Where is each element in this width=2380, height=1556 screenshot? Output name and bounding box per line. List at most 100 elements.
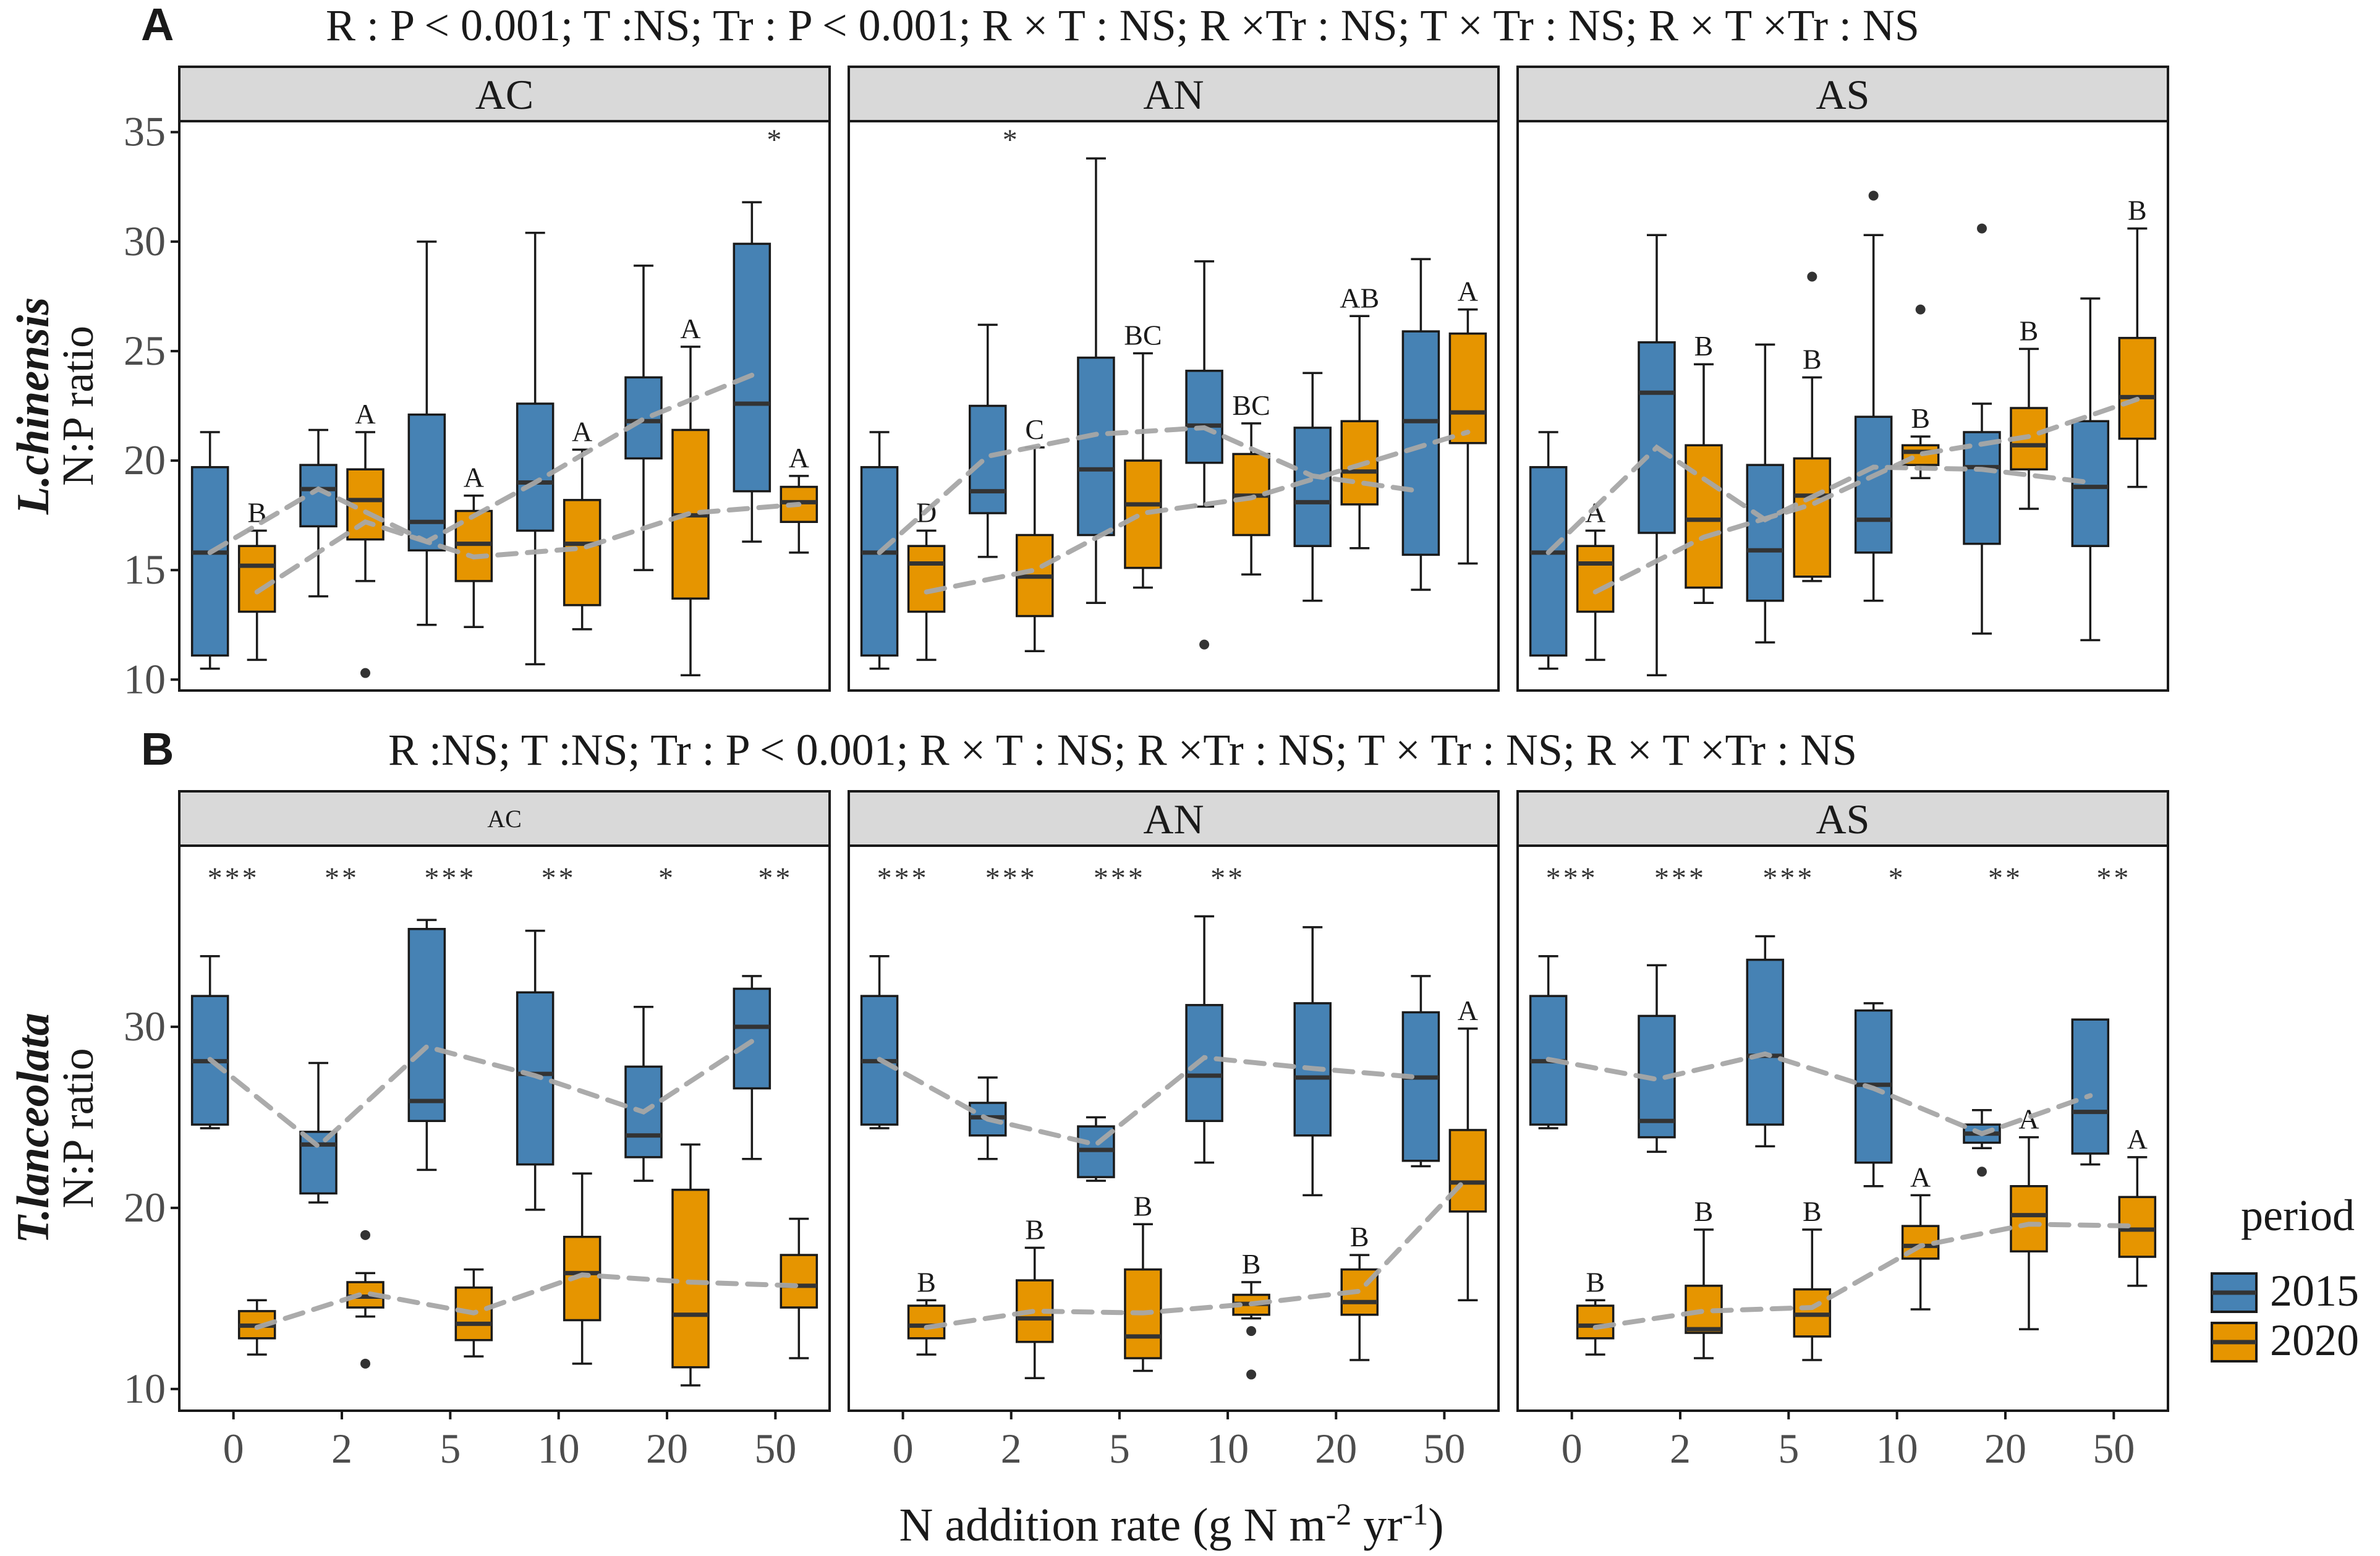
box-2015-10 (1185, 260, 1223, 650)
box-body (563, 499, 601, 606)
box-body (299, 464, 338, 528)
box-body (1077, 356, 1115, 537)
y-tick-label: 10 (124, 1365, 166, 1412)
facet-ac: AC*** ** *** ** * **0 2 5 10 20 50 (178, 790, 831, 1472)
box-2015-10 (516, 929, 555, 1211)
significance-asterisks: *** (1546, 862, 1598, 895)
trend-line-2020 (924, 1175, 1471, 1330)
box-2020-50: A (1448, 276, 1487, 565)
y-tick-label: 15 (124, 546, 166, 593)
box-2015-5 (407, 919, 446, 1171)
plot-area (848, 844, 1500, 1412)
significance-asterisks: *** (877, 862, 929, 895)
trend-line-2020 (924, 430, 1471, 595)
box-2020-50: A (2118, 1123, 2157, 1287)
box-2015-50 (2071, 1018, 2110, 1166)
box-2020-5: A (454, 462, 493, 629)
trend-line-2020 (1592, 396, 2140, 595)
facet-strip-label: AS (1816, 796, 1870, 843)
legend-title: period (2241, 1191, 2355, 1240)
box-body (1529, 466, 1568, 657)
y-axis-species: T.lanceolata (8, 1013, 59, 1243)
significance-letter: A (1458, 276, 1478, 307)
x-tick-label: 0 (893, 1425, 914, 1472)
box-body (1401, 1011, 1440, 1162)
y-axis-species: L.chinensis (8, 297, 59, 516)
box-body (907, 545, 946, 613)
box-2020-50 (780, 1217, 818, 1359)
box-body (2010, 1184, 2048, 1252)
box-2020-10: A (563, 415, 601, 631)
box-2020-10 (563, 1172, 601, 1365)
x-tick-label: 2 (1001, 1425, 1022, 1472)
box-2020-0: B (237, 496, 276, 661)
significance-letter: A (355, 398, 375, 430)
legend-key-2015: 2015 (2211, 1266, 2359, 1316)
box-body (969, 404, 1007, 514)
panel-A: A R : P < 0.001; T :NS; Tr : P < 0.001; R… (8, 0, 2169, 702)
x-tick-label: 10 (1207, 1425, 1249, 1472)
facet-strip-label: AC (487, 805, 522, 833)
panel-letter: B (141, 723, 174, 775)
box-body (624, 376, 663, 460)
significance-asterisks: * (658, 862, 676, 895)
trend-line-2015 (207, 1039, 755, 1150)
panel-stats: R : P < 0.001; T :NS; Tr : P < 0.001; R … (326, 1, 1919, 50)
box-body (1124, 459, 1162, 569)
significance-asterisks: *** (1094, 862, 1145, 895)
significance-asterisks: *** (424, 862, 476, 895)
box-2015-5 (1077, 157, 1115, 605)
outlier-point (1915, 304, 1926, 315)
trend-line-2020 (254, 1272, 802, 1330)
box-body (407, 928, 446, 1123)
significance-letter: B (1586, 1266, 1605, 1298)
significance-letter: A (572, 415, 592, 447)
significance-asterisks: *** (985, 862, 1037, 895)
box-body (671, 1188, 710, 1369)
box-body (1576, 545, 1615, 613)
significance-letter: B (1911, 402, 1930, 434)
y-tick-label: 30 (124, 218, 166, 265)
box-body (1685, 444, 1723, 589)
legend-label-2015: 2015 (2270, 1266, 2359, 1316)
trend-line-2020 (1592, 1222, 2140, 1330)
significance-asterisks: * (1003, 124, 1020, 156)
box-2015-50 (1401, 975, 1440, 1168)
outlier-point (1807, 271, 1817, 282)
box-2015-5 (1746, 935, 1785, 1148)
y-tick-label: 35 (124, 108, 166, 155)
box-2020-2: C (1016, 414, 1054, 652)
box-2015-5 (407, 240, 446, 626)
outlier-point (1199, 639, 1210, 650)
plot-area (1516, 844, 2169, 1412)
x-axis-title-sup1: -2 (1326, 1497, 1352, 1531)
box-2015-10 (1854, 1002, 1893, 1188)
box-2020-5: B (1793, 271, 1832, 582)
significance-asterisks: * (1889, 862, 1906, 895)
significance-letter: B (1694, 1196, 1714, 1227)
y-tick-label: 10 (124, 655, 166, 702)
box-2020-20: AB (1340, 282, 1379, 550)
x-tick-label: 0 (223, 1425, 244, 1472)
box-body (1793, 457, 1832, 578)
significance-asterisks: ** (1988, 862, 2023, 895)
box-2015-0 (1529, 431, 1568, 670)
trend-line-2015 (1545, 444, 2093, 555)
significance-letter: BC (1124, 319, 1162, 351)
significance-letter: B (1242, 1248, 1261, 1280)
box-2015-50 (733, 975, 771, 1160)
x-tick-label: 20 (1984, 1425, 2026, 1472)
box-body (299, 1131, 338, 1195)
box-body (1448, 1129, 1487, 1213)
box-2020-20 (671, 1143, 710, 1387)
box-body (1185, 370, 1223, 464)
box-body (1448, 332, 1487, 444)
significance-asterisks: ** (325, 862, 359, 895)
significance-letter: A (789, 442, 809, 474)
x-tick-label: 2 (331, 1425, 352, 1472)
y-tick-label: 20 (124, 436, 166, 483)
significance-letter: B (1134, 1190, 1153, 1222)
